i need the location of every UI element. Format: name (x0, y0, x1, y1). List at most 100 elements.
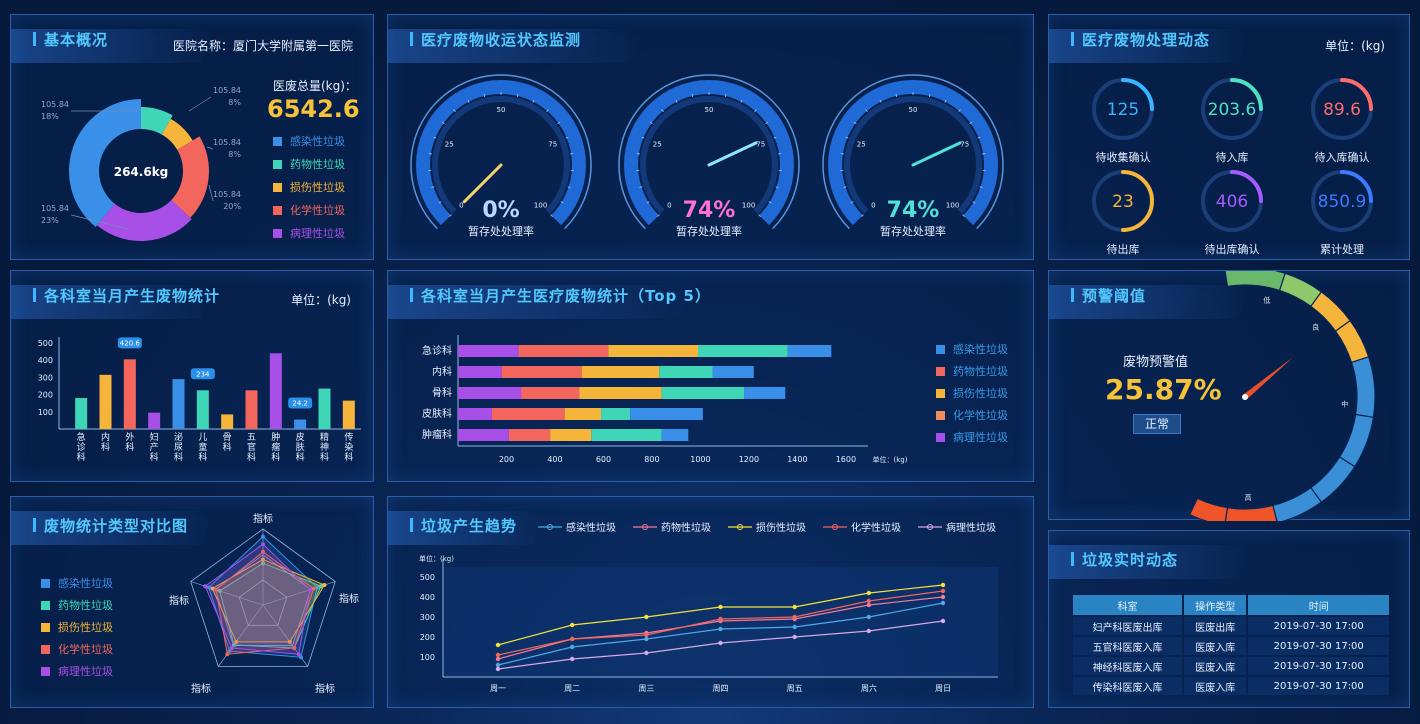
legend-label: 损伤性垃圾 (290, 181, 345, 194)
gauge-tick-label: 0 (459, 202, 463, 210)
legend-item: 药物性垃圾 (41, 597, 113, 613)
legend-label: 化学性垃圾 (953, 409, 1008, 422)
radar-point (322, 583, 327, 588)
x-tick-label: 五官科 (247, 433, 256, 463)
radar-grid (238, 579, 288, 626)
table-cell: 医废入库 (1184, 637, 1247, 655)
y-tick-label: 400 (420, 593, 435, 602)
hospital-name: 医院名称：厦门大学附属第一医院 (172, 39, 353, 53)
stack-segment (661, 387, 745, 399)
bar (172, 379, 185, 429)
stat-label: 待入库确认 (1314, 151, 1370, 164)
unit-label: 单位：(kg) (291, 293, 351, 307)
warning-needle (1243, 357, 1293, 400)
zone-label: 高 (1245, 493, 1252, 502)
stat-ring: 850.9 (1311, 170, 1373, 232)
bar (221, 414, 234, 429)
legend-item: 化学性垃圾 (823, 519, 901, 534)
x-tick-label: 内科 (101, 431, 110, 453)
stat-2: 203.6 待入库 (1187, 75, 1277, 165)
radar-point (225, 652, 230, 657)
radar-point (229, 646, 234, 651)
gauge-tick-label: 75 (548, 141, 557, 149)
trend-point (495, 662, 501, 668)
trend-point (792, 634, 797, 640)
stack-segment (458, 345, 519, 357)
trend-point (644, 636, 649, 642)
radar-point (231, 642, 236, 647)
y-tick-label: 100 (420, 653, 435, 662)
stat-label: 待收集确认 (1095, 151, 1151, 164)
pie-callout-pct: 8% (228, 98, 241, 107)
trend-point (569, 644, 575, 650)
radar-point (206, 585, 211, 590)
legend-swatch (936, 432, 945, 442)
table-row[interactable]: 妇产科医废出库 医废出库 2019-07-30 17:00 (1073, 617, 1389, 635)
panel-realtime: 垃圾实时动态 科室 操作类型 时间 妇产科医废出库 医废出库 2019-07-30 17… (1048, 530, 1410, 708)
radar-axis-label: 指标 (315, 682, 335, 695)
gauge-needle (707, 141, 758, 167)
table-row[interactable]: 五官科医废入库 医废入库 2019-07-30 17:00 (1073, 637, 1389, 655)
table-row[interactable]: 神经科医废入库 医废入库 2019-07-30 17:00 (1073, 657, 1389, 675)
table-cell: 医废出库 (1184, 617, 1247, 635)
x-tick-label: 精神科 (320, 431, 329, 463)
gauge-label: 暂存处处理率 (468, 224, 534, 238)
trend-point (940, 588, 946, 594)
legend-item: 病理性垃圾 (936, 429, 1008, 445)
stack-segment (787, 345, 832, 357)
stat-value: 203.6 (1208, 100, 1257, 120)
trend-point (940, 600, 946, 606)
legend-label: 药物性垃圾 (290, 158, 345, 171)
legend-label: 病理性垃圾 (953, 431, 1008, 444)
radar-point (217, 588, 222, 593)
legend-item: 感染性垃圾 (538, 519, 616, 534)
table-cell: 2019-07-30 17:00 (1248, 677, 1389, 695)
radar-point (315, 585, 320, 590)
table-row[interactable]: 传染科医废入库 医废入库 2019-07-30 17:00 (1073, 677, 1389, 695)
x-tick-label: 1000 (690, 455, 710, 464)
x-tick-label: 周六 (861, 683, 877, 693)
gauge-segment (1188, 497, 1229, 521)
legend-swatch (936, 410, 945, 420)
gauge-needle (462, 163, 503, 204)
trend-point (940, 594, 946, 600)
legend-label: 病理性垃圾 (58, 665, 113, 678)
stack-segment (744, 387, 786, 399)
legend-line-swatch (823, 523, 847, 530)
gauge-value: 0% (482, 198, 519, 223)
gauge-segment (1224, 504, 1278, 521)
radar-point (261, 534, 265, 539)
radar-series (204, 543, 311, 655)
table-cell: 神经科医废入库 (1073, 657, 1183, 675)
legend-label: 化学性垃圾 (58, 643, 113, 656)
stack-segment (458, 366, 502, 378)
gauge-segment (1334, 319, 1370, 364)
legend-item: 病理性垃圾 (41, 663, 113, 679)
gauges: 02550751000%暂存处处理率025507510074%暂存处处理率025… (410, 74, 1004, 238)
stack-segment (550, 429, 592, 441)
y-category-label: 骨科 (432, 386, 452, 399)
stat-value: 23 (1112, 192, 1134, 212)
table-header-cell: 科室 (1073, 595, 1183, 615)
panel-title: 基本概况 (11, 15, 108, 63)
trend-point (940, 582, 946, 588)
x-tick-label: 周一 (490, 684, 506, 693)
radar-series (211, 558, 326, 643)
y-tick-label: 200 (420, 633, 435, 642)
panel-title: 预警阈值 (1049, 271, 1146, 319)
legend-swatch (273, 205, 282, 215)
gauge-tick-label: 100 (534, 202, 547, 210)
pie-callout-pct: 8% (228, 150, 241, 159)
x-tick-label: 1400 (787, 455, 807, 464)
panel-title: 各科室当月产生废物统计 (11, 271, 220, 319)
gauge-1: 0 25 50 75 100 0%暂存处处理率 (410, 74, 592, 238)
pie-callout-pct: 20% (223, 202, 241, 211)
x-tick-label: 急诊科 (77, 431, 86, 463)
radar-point (214, 587, 219, 592)
x-tick-label: 儿童科 (198, 432, 207, 463)
trend-point (792, 624, 797, 630)
legend-swatch (41, 666, 50, 676)
pie-callout-value: 105.84 (41, 100, 69, 109)
stack-segment (661, 429, 689, 441)
